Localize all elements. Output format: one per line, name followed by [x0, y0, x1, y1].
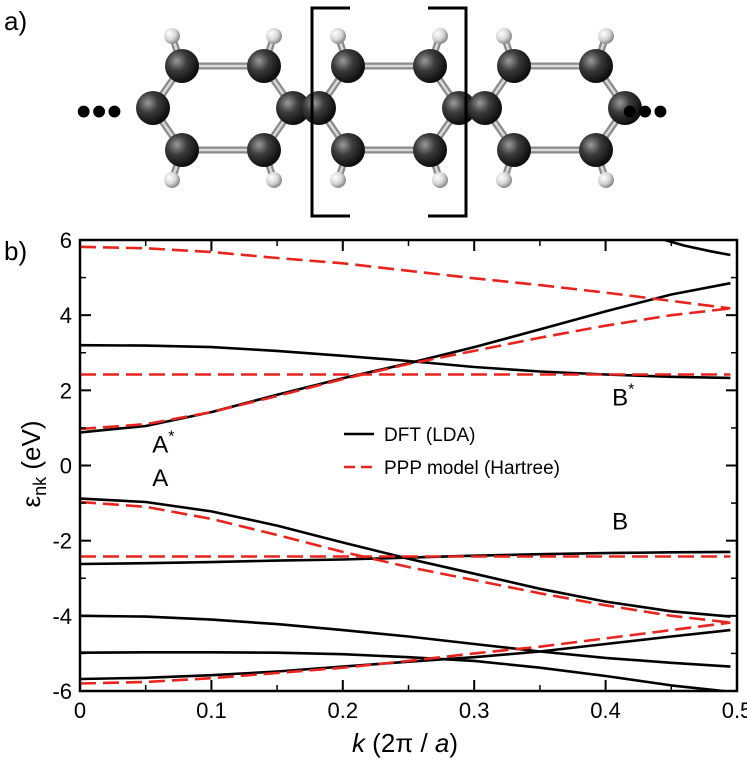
hydrogen-atom: [266, 28, 282, 44]
carbon-atom: [579, 49, 613, 83]
carbon-atom: [579, 133, 613, 167]
ellipsis-left: •••: [76, 87, 122, 136]
dft-band-line-0: [80, 343, 731, 380]
y-tick-label: -2: [52, 529, 72, 554]
panel-a-label: a): [4, 6, 27, 36]
dft-band-line-4: [80, 550, 731, 566]
carbon-atom: [165, 49, 199, 83]
annotation-layer: A* A B* B: [152, 381, 634, 535]
series-layer: [80, 240, 731, 691]
carbon-atom: [136, 91, 170, 125]
y-tick-label: -6: [52, 679, 72, 704]
legend: DFT (LDA) PPP model (Hartree): [344, 425, 560, 479]
carbon-atom: [413, 133, 447, 167]
hydrogen-atom: [330, 172, 346, 188]
dft-band-line-1: [80, 281, 731, 434]
ppp-band-line-11: [80, 500, 731, 624]
carbon-atom: [608, 91, 642, 125]
y-tick-label: -4: [52, 604, 72, 629]
hydrogen-atom: [266, 172, 282, 188]
carbon-atom: [497, 49, 531, 83]
ppp-band-line-9: [80, 307, 731, 431]
carbon-atom: [413, 49, 447, 83]
legend-label-dft: DFT (LDA): [384, 425, 475, 446]
unit-cell-bracket-left: [310, 6, 350, 218]
carbon-atom: [247, 133, 281, 167]
legend-label-ppp: PPP model (Hartree): [384, 458, 560, 479]
carbon-atom: [331, 133, 365, 167]
carbon-atom: [247, 49, 281, 83]
hydrogen-atom: [164, 28, 180, 44]
dft-band-line-5: [80, 614, 731, 668]
hydrogen-atom: [496, 28, 512, 44]
ppp-band-line-13: [80, 621, 731, 685]
y-tick-label: 0: [60, 454, 72, 479]
band-label: A: [152, 465, 168, 492]
carbon-atom: [276, 91, 310, 125]
hydrogen-atom: [164, 172, 180, 188]
polyparaphenylene-molecule: [136, 28, 642, 188]
hydrogen-atom: [432, 28, 448, 44]
hydrogen-atom: [496, 172, 512, 188]
ellipsis-right: •••: [622, 87, 668, 136]
x-tick-label: 0: [74, 698, 86, 723]
carbon-atom: [331, 49, 365, 83]
carbon-atom: [497, 133, 531, 167]
x-tick-label: 0.3: [459, 698, 490, 723]
carbon-atom: [468, 91, 502, 125]
band-structure-chart: 0 0.1 0.2 0.3 0.4 0.5 -6 -4 -2 0 2 4 6: [52, 228, 747, 723]
carbon-atom: [302, 91, 336, 125]
ppp-band-line-8: [80, 245, 731, 310]
x-tick-label: 0.5: [722, 698, 747, 723]
hydrogen-atom: [432, 172, 448, 188]
y-tick-label: 6: [60, 228, 72, 253]
x-tick-label: 0.2: [328, 698, 359, 723]
band-label: B: [612, 508, 628, 535]
hydrogen-atom: [330, 28, 346, 44]
unit-cell-bracket-right: [428, 6, 468, 218]
y-tick-label: 4: [60, 303, 72, 328]
x-tick-label: 0.4: [590, 698, 621, 723]
carbon-atom: [165, 133, 199, 167]
hydrogen-atom: [598, 172, 614, 188]
x-axis-title: k (2π / a): [352, 728, 458, 758]
y-tick-label: 2: [60, 378, 72, 403]
x-tick-label: 0.1: [196, 698, 227, 723]
band-label: A*: [152, 428, 174, 458]
hydrogen-atom: [598, 28, 614, 44]
dft-band-line-6: [80, 651, 731, 691]
y-axis-title: εnk (eV): [16, 421, 50, 508]
panel-b-label: b): [4, 236, 27, 266]
band-label: B*: [612, 381, 634, 411]
